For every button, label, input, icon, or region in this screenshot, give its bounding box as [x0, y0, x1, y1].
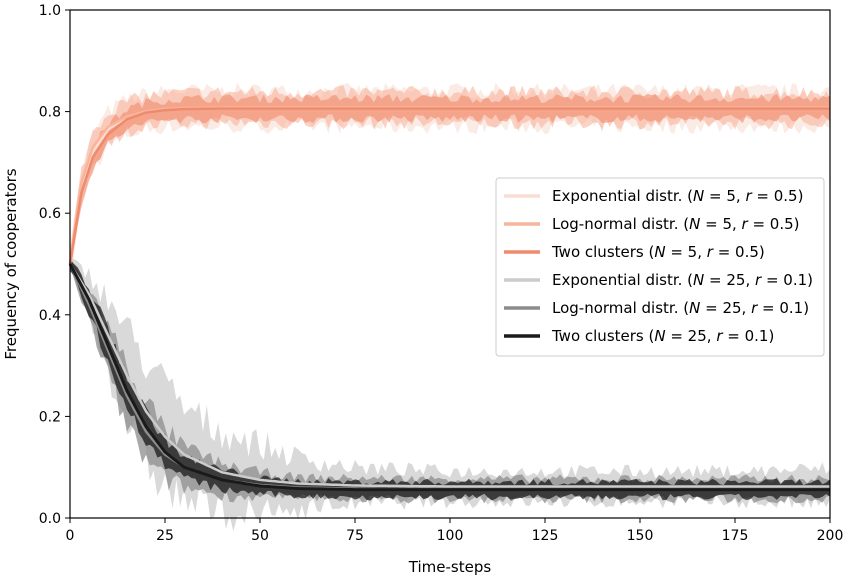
legend-label: Log-normal distr. (N = 5, r = 0.5)	[552, 215, 800, 233]
y-tick-label-0.4: 0.4	[39, 308, 61, 324]
y-tick-label-0.6: 0.6	[39, 206, 61, 222]
x-tick-label-100: 100	[437, 528, 464, 544]
legend-entry-exponential-distr-n-5-r-0-5: Exponential distr. (N = 5, r = 0.5)	[504, 187, 803, 205]
axes: 0 25 50 75 100 125 150 175 200 0.0 0.2 0.4 0.6 0.8 1.0	[39, 3, 844, 544]
legend-entry-two-clusters-n-5-r-0-5: Two clusters (N = 5, r = 0.5)	[504, 243, 765, 261]
line-two-clusters-n-5-r-0-5	[68, 107, 830, 265]
x-tick-label-50: 50	[251, 528, 269, 544]
legend-label: Two clusters (N = 25, r = 0.1)	[551, 327, 774, 345]
legend-entry-log-normal-distr-n-25-r-0-1: Log-normal distr. (N = 25, r = 0.1)	[504, 299, 809, 317]
legend-label: Log-normal distr. (N = 25, r = 0.1)	[552, 299, 809, 317]
legend-label: Exponential distr. (N = 5, r = 0.5)	[552, 187, 803, 205]
legend-box	[495, 177, 825, 357]
y-tick-label-0.0: 0.0	[39, 511, 61, 527]
legend-label: Two clusters (N = 5, r = 0.5)	[551, 243, 765, 261]
y-tick-label-1.0: 1.0	[39, 3, 61, 19]
series-lines	[68, 106, 830, 492]
y-tick-label-0.8: 0.8	[39, 105, 61, 121]
legend-label: Exponential distr. (N = 25, r = 0.1)	[552, 271, 813, 289]
x-tick-label-125: 125	[532, 528, 559, 544]
x-tick-label-150: 150	[627, 528, 654, 544]
band-log-normal-distr-n-25-r-0-1	[70, 258, 830, 504]
legend: Exponential distr. (N = 5, r = 0.5) Log-n…	[495, 177, 825, 357]
x-tick-label-75: 75	[346, 528, 364, 544]
legend-entry-exponential-distr-n-25-r-0-1: Exponential distr. (N = 25, r = 0.1)	[504, 271, 813, 289]
x-tick-label-0: 0	[66, 528, 75, 544]
x-tick-label-200: 200	[817, 528, 844, 544]
legend-entry-two-clusters-n-25-r-0-1: Two clusters (N = 25, r = 0.1)	[504, 327, 774, 345]
line-two-clusters-n-25-r-0-1	[68, 263, 830, 492]
legend-entry-log-normal-distr-n-5-r-0-5: Log-normal distr. (N = 5, r = 0.5)	[504, 215, 800, 233]
line-exponential-distr-n-25-r-0-1	[68, 263, 830, 488]
band-exponential-distr-n-25-r-0-1	[70, 258, 830, 532]
x-tick-label-175: 175	[722, 528, 749, 544]
y-tick-label-0.2: 0.2	[39, 409, 61, 425]
y-axis-label: Frequency of cooperators	[2, 168, 20, 359]
x-axis-label: Time-steps	[408, 558, 492, 576]
x-tick-label-25: 25	[156, 528, 174, 544]
